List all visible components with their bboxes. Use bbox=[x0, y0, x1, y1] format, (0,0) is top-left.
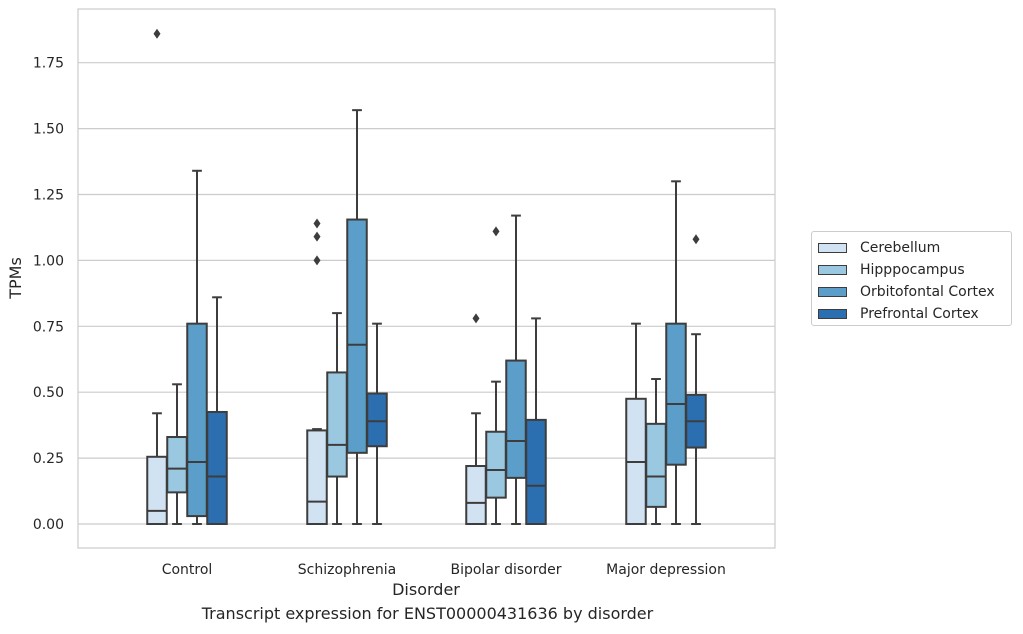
box-iqr bbox=[146, 455, 168, 526]
box-hipppocampus bbox=[166, 383, 188, 525]
box-orbitofontal-cortex bbox=[346, 109, 368, 525]
y-tick-label: 1.25 bbox=[33, 188, 64, 204]
box-hipppocampus bbox=[645, 378, 667, 525]
box-iqr bbox=[485, 430, 507, 499]
box-iqr bbox=[665, 322, 687, 466]
legend-item: Prefrontal Cortex bbox=[818, 303, 1011, 325]
legend-swatch bbox=[818, 243, 847, 253]
box-iqr bbox=[465, 465, 487, 525]
legend-label: Hipppocampus bbox=[860, 262, 965, 278]
x-tick-label: Major depression bbox=[606, 562, 726, 578]
outlier-point bbox=[692, 234, 700, 245]
box-cerebellum bbox=[306, 218, 328, 525]
box-prefrontal-cortex bbox=[685, 234, 707, 525]
box-hipppocampus bbox=[485, 226, 507, 525]
y-tick-label: 0.75 bbox=[33, 319, 64, 335]
box-iqr bbox=[206, 410, 228, 525]
y-axis-label: TPMs bbox=[6, 257, 25, 300]
chart-caption: Transcript expression for ENST0000043163… bbox=[201, 604, 654, 623]
legend-label: Prefrontal Cortex bbox=[860, 306, 979, 322]
outlier-point bbox=[492, 226, 500, 237]
y-tick-label: 1.50 bbox=[33, 122, 64, 138]
x-tick-label: Bipolar disorder bbox=[450, 562, 561, 578]
legend-swatch bbox=[818, 309, 847, 319]
box-cerebellum bbox=[465, 313, 487, 525]
x-axis-label: Disorder bbox=[392, 580, 460, 599]
box-iqr bbox=[186, 322, 208, 518]
axes: 0.00 0.25 0.50 0.75 1.00 1.25 1.50 1.75 Control S… bbox=[33, 56, 726, 578]
legend-item: Hipppocampus bbox=[818, 259, 1011, 281]
y-tick-label: 0.50 bbox=[33, 385, 64, 401]
legend: Cerebellum Hipppocampus Orbitofontal Corte… bbox=[811, 231, 1012, 326]
y-tick-label: 0.25 bbox=[33, 451, 64, 467]
x-tick-label: Schizophrenia bbox=[298, 562, 396, 578]
box-iqr bbox=[166, 436, 188, 494]
legend-item: Cerebellum bbox=[818, 237, 1011, 259]
box-iqr bbox=[346, 218, 368, 454]
box-iqr bbox=[645, 422, 667, 508]
box-prefrontal-cortex bbox=[206, 296, 228, 525]
box-prefrontal-cortex bbox=[525, 317, 547, 525]
box-cerebellum bbox=[625, 322, 647, 526]
box-orbitofontal-cortex bbox=[665, 180, 687, 525]
y-tick-label: 1.00 bbox=[33, 253, 64, 269]
outlier-point bbox=[313, 218, 321, 229]
outlier-point bbox=[153, 28, 161, 39]
box-prefrontal-cortex bbox=[366, 322, 388, 525]
box-cerebellum bbox=[146, 28, 168, 526]
legend-swatch bbox=[818, 265, 847, 275]
x-tick-label: Control bbox=[162, 562, 213, 578]
box-iqr bbox=[525, 418, 547, 525]
box-orbitofontal-cortex bbox=[505, 214, 527, 525]
legend-label: Orbitofontal Cortex bbox=[860, 284, 995, 300]
box-hipppocampus bbox=[326, 312, 348, 525]
box-iqr bbox=[505, 359, 527, 479]
box-orbitofontal-cortex bbox=[186, 169, 208, 525]
outlier-point bbox=[472, 313, 480, 324]
outlier-point bbox=[313, 255, 321, 266]
plot-frame bbox=[77, 8, 776, 549]
y-tick-label: 1.75 bbox=[33, 56, 64, 72]
box-iqr bbox=[306, 429, 328, 525]
y-tick-label: 0.00 bbox=[33, 517, 64, 533]
box-iqr bbox=[366, 392, 388, 448]
legend-swatch bbox=[818, 287, 847, 297]
legend-label: Cerebellum bbox=[860, 240, 941, 256]
boxes bbox=[146, 28, 707, 526]
box-iqr bbox=[326, 371, 348, 478]
legend-item: Orbitofontal Cortex bbox=[818, 281, 1011, 303]
outlier-point bbox=[313, 231, 321, 242]
